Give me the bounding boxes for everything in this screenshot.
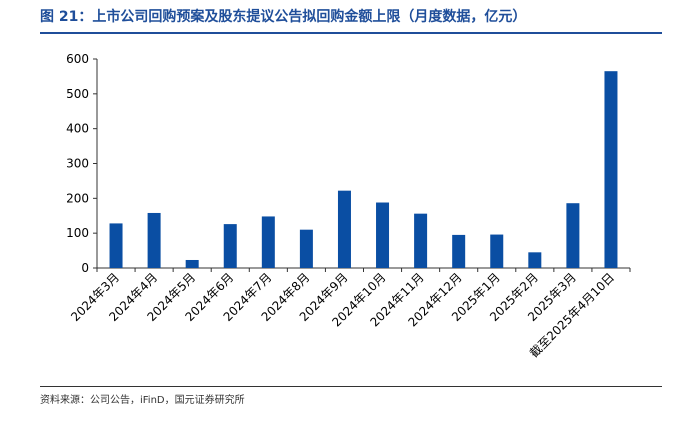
source-note: 资料来源：公司公告，iFinD，国元证券研究所 [40, 395, 245, 406]
title-divider [40, 32, 662, 34]
figure-title: 图 21：上市公司回购预案及股东提议公告拟回购金额上限（月度数据，亿元） [40, 9, 527, 25]
bar [528, 252, 542, 268]
bar [337, 190, 351, 268]
y-tick-label: 200 [66, 191, 89, 205]
x-tick-labels: 2024年3月2024年4月2024年5月2024年6月2024年7月2024年… [68, 270, 617, 360]
bar [223, 224, 237, 268]
y-tick-label: 0 [81, 261, 89, 275]
bar [376, 202, 390, 268]
bar [147, 212, 161, 268]
bar [299, 229, 313, 268]
bar-series [109, 71, 618, 268]
y-tick-label: 500 [66, 87, 89, 101]
bar [414, 213, 428, 268]
bar [452, 234, 466, 268]
bar [261, 216, 275, 268]
source-divider [40, 386, 662, 387]
y-tick-label: 300 [66, 157, 89, 171]
x-axis [96, 267, 631, 272]
y-axis: 0 100 200 300 400 500 600 [66, 52, 98, 275]
y-tick-label: 100 [66, 226, 89, 240]
bar [185, 259, 199, 268]
bar [109, 223, 123, 268]
y-tick-label: 600 [66, 52, 89, 66]
bar [490, 234, 504, 268]
bar [604, 71, 618, 268]
bar [566, 203, 580, 268]
y-tick-label: 400 [66, 122, 89, 136]
